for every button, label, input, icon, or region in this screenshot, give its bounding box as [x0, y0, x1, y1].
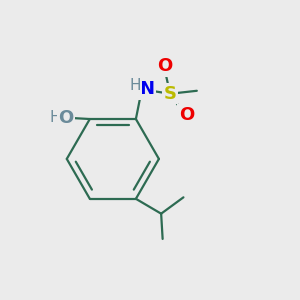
- Text: O: O: [58, 109, 74, 127]
- Text: O: O: [179, 106, 194, 124]
- Text: S: S: [164, 85, 177, 103]
- Text: N: N: [140, 80, 155, 98]
- Text: H: H: [130, 78, 141, 93]
- Text: O: O: [157, 57, 172, 75]
- Text: H: H: [50, 110, 62, 125]
